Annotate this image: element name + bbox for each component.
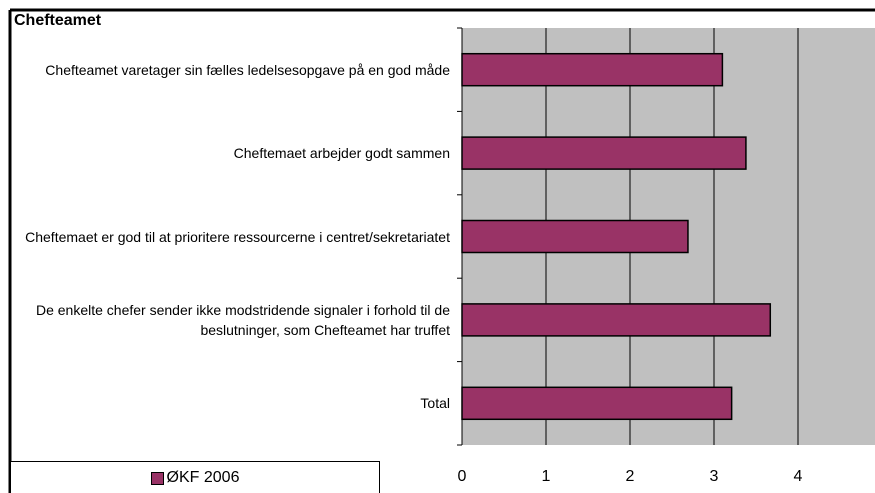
x-tick-label: 1 xyxy=(542,468,551,485)
bar xyxy=(461,136,747,170)
y-tick-label: Total xyxy=(420,395,450,412)
y-tick-label: Cheftemaet er god til at prioritere ress… xyxy=(25,228,450,245)
legend-label: ØKF 2006 xyxy=(166,469,240,486)
x-tick-label: 4 xyxy=(794,468,803,485)
bar xyxy=(461,386,733,421)
bar xyxy=(461,303,772,337)
y-tick-label: Cheftemaet arbejder godt sammen xyxy=(233,145,450,162)
x-tick-label: 2 xyxy=(626,468,635,485)
x-tick-label: 0 xyxy=(458,468,467,485)
legend: ØKF 2006 xyxy=(10,461,380,493)
chart-title: Chefteamet xyxy=(14,12,102,29)
x-tick-label: 3 xyxy=(710,468,719,485)
y-tick-label: Chefteamet varetager sin fælles ledelses… xyxy=(45,61,450,78)
y-tick-label: De enkelte chefer sender ikke modstriden… xyxy=(35,301,450,338)
legend-swatch xyxy=(150,471,164,485)
bar xyxy=(461,52,724,87)
bar xyxy=(461,219,689,254)
